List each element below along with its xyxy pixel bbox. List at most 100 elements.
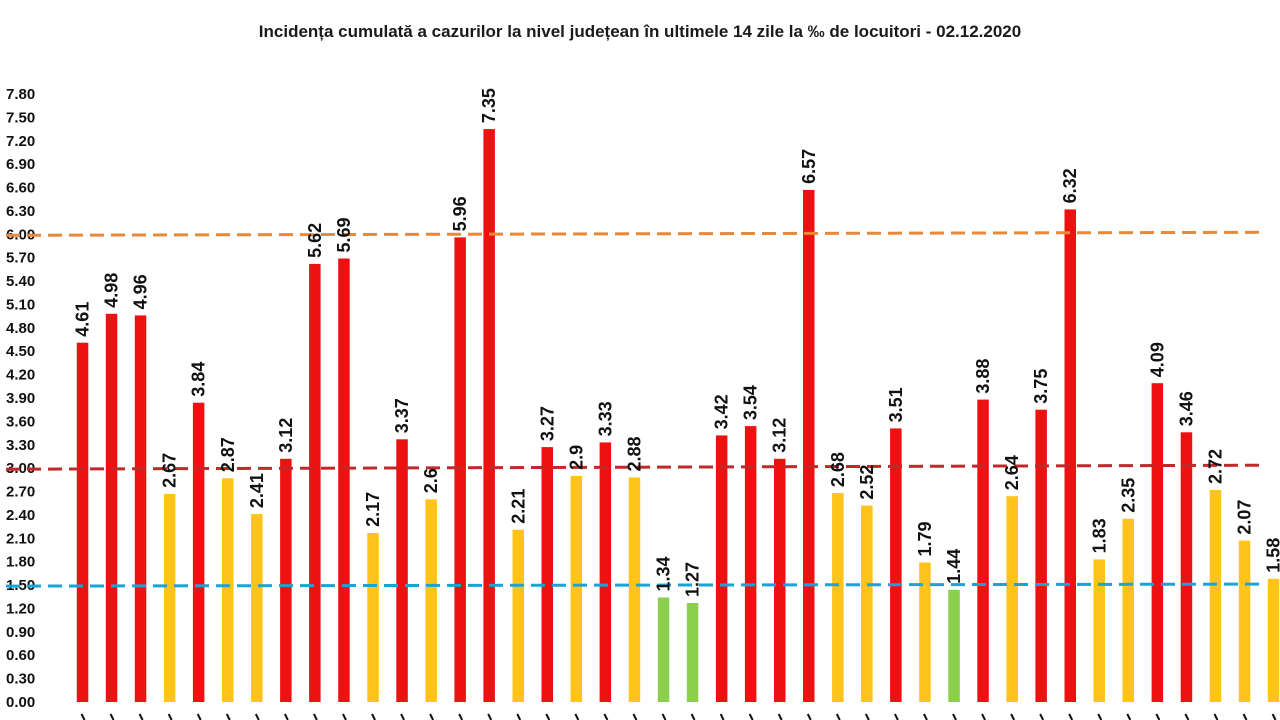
x-tick-mark (981, 713, 986, 720)
data-label: 6.57 (799, 149, 819, 184)
data-label: 3.84 (189, 362, 209, 397)
data-label: 1.44 (944, 549, 964, 584)
y-tick-label: 5.40 (6, 273, 35, 290)
x-tick-mark (1184, 713, 1190, 720)
x-tick-mark (516, 713, 522, 720)
bar (948, 589, 960, 702)
bar (570, 475, 583, 702)
data-label: 2.21 (508, 489, 528, 524)
data-label: 2.72 (1206, 449, 1226, 484)
x-tick-mark (138, 713, 144, 720)
bar (338, 258, 350, 702)
data-label: 3.12 (276, 418, 296, 453)
data-label: 3.12 (770, 418, 790, 453)
bar (309, 263, 321, 702)
data-label: 3.88 (973, 359, 993, 394)
data-label: 2.07 (1235, 500, 1255, 535)
x-tick-mark (719, 713, 725, 720)
bar (1122, 518, 1134, 702)
data-label: 2.6 (421, 468, 441, 493)
data-label: 2.67 (160, 453, 180, 488)
x-tick-mark (1271, 713, 1277, 720)
data-label: 3.27 (537, 406, 557, 441)
y-tick-label: 5.70 (6, 250, 35, 267)
x-tick-mark (574, 713, 580, 720)
bar (454, 237, 466, 702)
data-label: 2.87 (218, 437, 238, 472)
bar (1035, 409, 1047, 702)
x-tick-mark (458, 713, 464, 720)
y-tick-label: 3.90 (6, 390, 35, 407)
data-label: 3.37 (392, 398, 412, 433)
data-label: 1.58 (1264, 538, 1280, 573)
y-tick-label: 7.80 (6, 86, 35, 103)
data-label: 2.17 (363, 492, 383, 527)
x-tick-mark (313, 713, 318, 720)
data-label: 2.64 (1002, 455, 1022, 490)
x-tick-mark (632, 713, 638, 720)
bar (832, 493, 844, 702)
x-tick-mark (1126, 713, 1132, 720)
bar (1151, 383, 1164, 702)
x-tick-mark (952, 713, 957, 720)
y-tick-label: 6.60 (6, 180, 35, 197)
data-label: 4.96 (131, 274, 151, 309)
bar (1064, 209, 1076, 702)
x-tick-mark (690, 713, 696, 720)
bar (657, 597, 670, 702)
data-label: 4.98 (102, 273, 122, 308)
data-label: 3.42 (712, 394, 732, 429)
bar (192, 402, 205, 702)
x-tick-mark (400, 713, 405, 720)
bar (1209, 490, 1222, 702)
x-tick-mark (487, 713, 493, 720)
data-label: 1.34 (654, 556, 674, 591)
x-tick-mark (923, 713, 928, 720)
x-tick-mark (894, 713, 899, 720)
bar (163, 493, 176, 702)
x-tick-mark (109, 713, 115, 720)
x-tick-mark (661, 713, 667, 720)
data-label: 7.35 (479, 88, 499, 123)
x-tick-mark (1213, 713, 1219, 720)
x-tick-mark (1155, 713, 1161, 720)
bar (76, 342, 89, 702)
y-tick-label: 6.30 (6, 203, 35, 220)
data-label: 1.83 (1089, 518, 1109, 553)
y-tick-label: 6.00 (6, 226, 35, 243)
bar (541, 447, 553, 702)
x-tick-mark (371, 713, 376, 720)
bar (744, 426, 757, 702)
bar (628, 477, 641, 702)
y-tick-label: 5.10 (6, 296, 35, 313)
bar (1267, 578, 1280, 702)
x-tick-mark (196, 713, 202, 720)
y-tick-label: 2.70 (6, 484, 35, 501)
data-label: 3.46 (1176, 391, 1196, 426)
x-tick-mark (254, 713, 260, 720)
bars (76, 129, 1280, 703)
bar (105, 313, 118, 702)
y-tick-label: 0.00 (6, 694, 35, 711)
data-label: 4.09 (1147, 342, 1167, 377)
data-label: 2.68 (828, 452, 848, 487)
y-tick-label: 6.90 (6, 156, 35, 173)
chart-title: Incidența cumulată a cazurilor la nivel … (259, 22, 1021, 41)
bar (599, 442, 612, 702)
x-tick-mark (225, 713, 231, 720)
bar (715, 435, 728, 702)
y-axis: 0.00 0.30 0.60 0.90 1.20 1.50 1.80 2.10 2.40 2.70… (6, 86, 35, 711)
bar (1238, 540, 1251, 702)
bar (396, 439, 408, 702)
x-tick-mark (777, 713, 783, 720)
x-tick-mark (835, 713, 841, 720)
x-ticks (80, 713, 1277, 720)
y-tick-label: 3.00 (6, 460, 35, 477)
data-label: 3.54 (741, 385, 761, 420)
y-tick-label: 3.60 (6, 413, 35, 430)
y-tick-label: 7.50 (6, 109, 35, 126)
data-label: 2.41 (247, 473, 267, 508)
x-tick-mark (1068, 713, 1074, 720)
